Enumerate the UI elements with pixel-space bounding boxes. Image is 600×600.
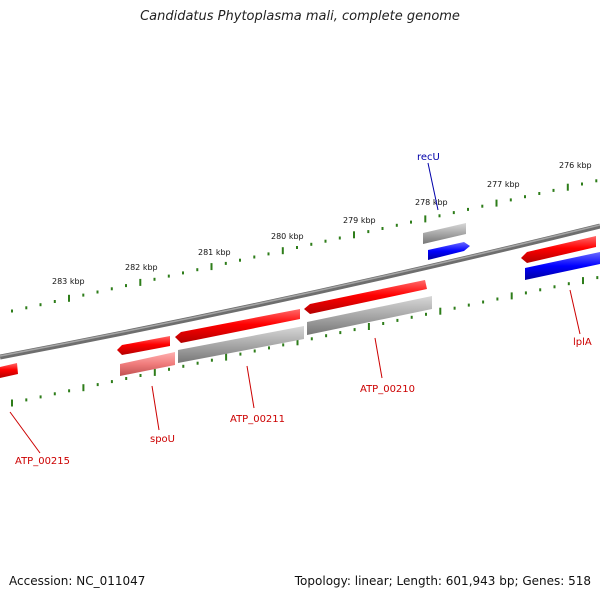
label-connectors xyxy=(9,162,581,454)
connector-ATP-00210 xyxy=(374,337,383,379)
ruler-label-276: 276 kbp xyxy=(559,161,592,170)
gene-spoU-feature[interactable] xyxy=(120,352,175,376)
ruler-label-277: 277 kbp xyxy=(487,180,520,189)
gene-label-spoU[interactable]: spoU xyxy=(150,434,175,445)
connector-ATP-00215 xyxy=(9,411,41,454)
genome-backbone-highlight xyxy=(0,224,600,357)
gene-ATP-00211-feature[interactable] xyxy=(178,326,304,363)
connector-spoU xyxy=(151,385,160,431)
gene-labels: recU lplA ATP_00210 ATP_00211 spoU ATP_0… xyxy=(15,152,592,467)
ruler-label-281: 281 kbp xyxy=(198,248,231,257)
map-title: Candidatus Phytoplasma mali, complete ge… xyxy=(140,9,460,24)
ruler-label-279: 279 kbp xyxy=(343,216,376,225)
gene-ATP-00211[interactable] xyxy=(175,309,300,343)
accession-text: Accession: NC_011047 xyxy=(9,574,146,588)
gene-lplA-feature[interactable] xyxy=(525,252,600,280)
gene-label-ATP-00215[interactable]: ATP_00215 xyxy=(15,456,70,467)
gene-recU[interactable] xyxy=(428,242,470,260)
gene-lplA[interactable] xyxy=(521,236,596,263)
gene-label-lplA[interactable]: lplA xyxy=(573,337,592,348)
ruler-upper xyxy=(11,179,598,313)
gene-label-recU[interactable]: recU xyxy=(417,152,440,163)
gene-ATP-00210[interactable] xyxy=(304,280,427,314)
ruler-label-278: 278 kbp xyxy=(415,198,448,207)
topology-summary: Topology: linear; Length: 601,943 bp; Ge… xyxy=(294,574,591,588)
gene-label-ATP-00210[interactable]: ATP_00210 xyxy=(360,384,415,395)
gene-ATP-00210-feature[interactable] xyxy=(307,296,432,335)
connector-lplA xyxy=(569,289,581,335)
gene-label-ATP-00211[interactable]: ATP_00211 xyxy=(230,414,285,425)
gene-spoU[interactable] xyxy=(117,336,170,355)
gene-ATP-00215[interactable] xyxy=(0,363,18,378)
ruler-label-282: 282 kbp xyxy=(125,263,158,272)
ruler-label-283: 283 kbp xyxy=(52,277,85,286)
genome-backbone xyxy=(0,223,600,360)
gene-recU-feature[interactable] xyxy=(423,223,466,244)
ruler-lower xyxy=(11,276,599,407)
connector-ATP-00211 xyxy=(246,365,255,409)
ruler-label-280: 280 kbp xyxy=(271,232,304,241)
connector-recU xyxy=(427,162,439,211)
ruler-labels: 276 kbp 277 kbp 278 kbp 279 kbp 280 kbp … xyxy=(52,161,592,286)
